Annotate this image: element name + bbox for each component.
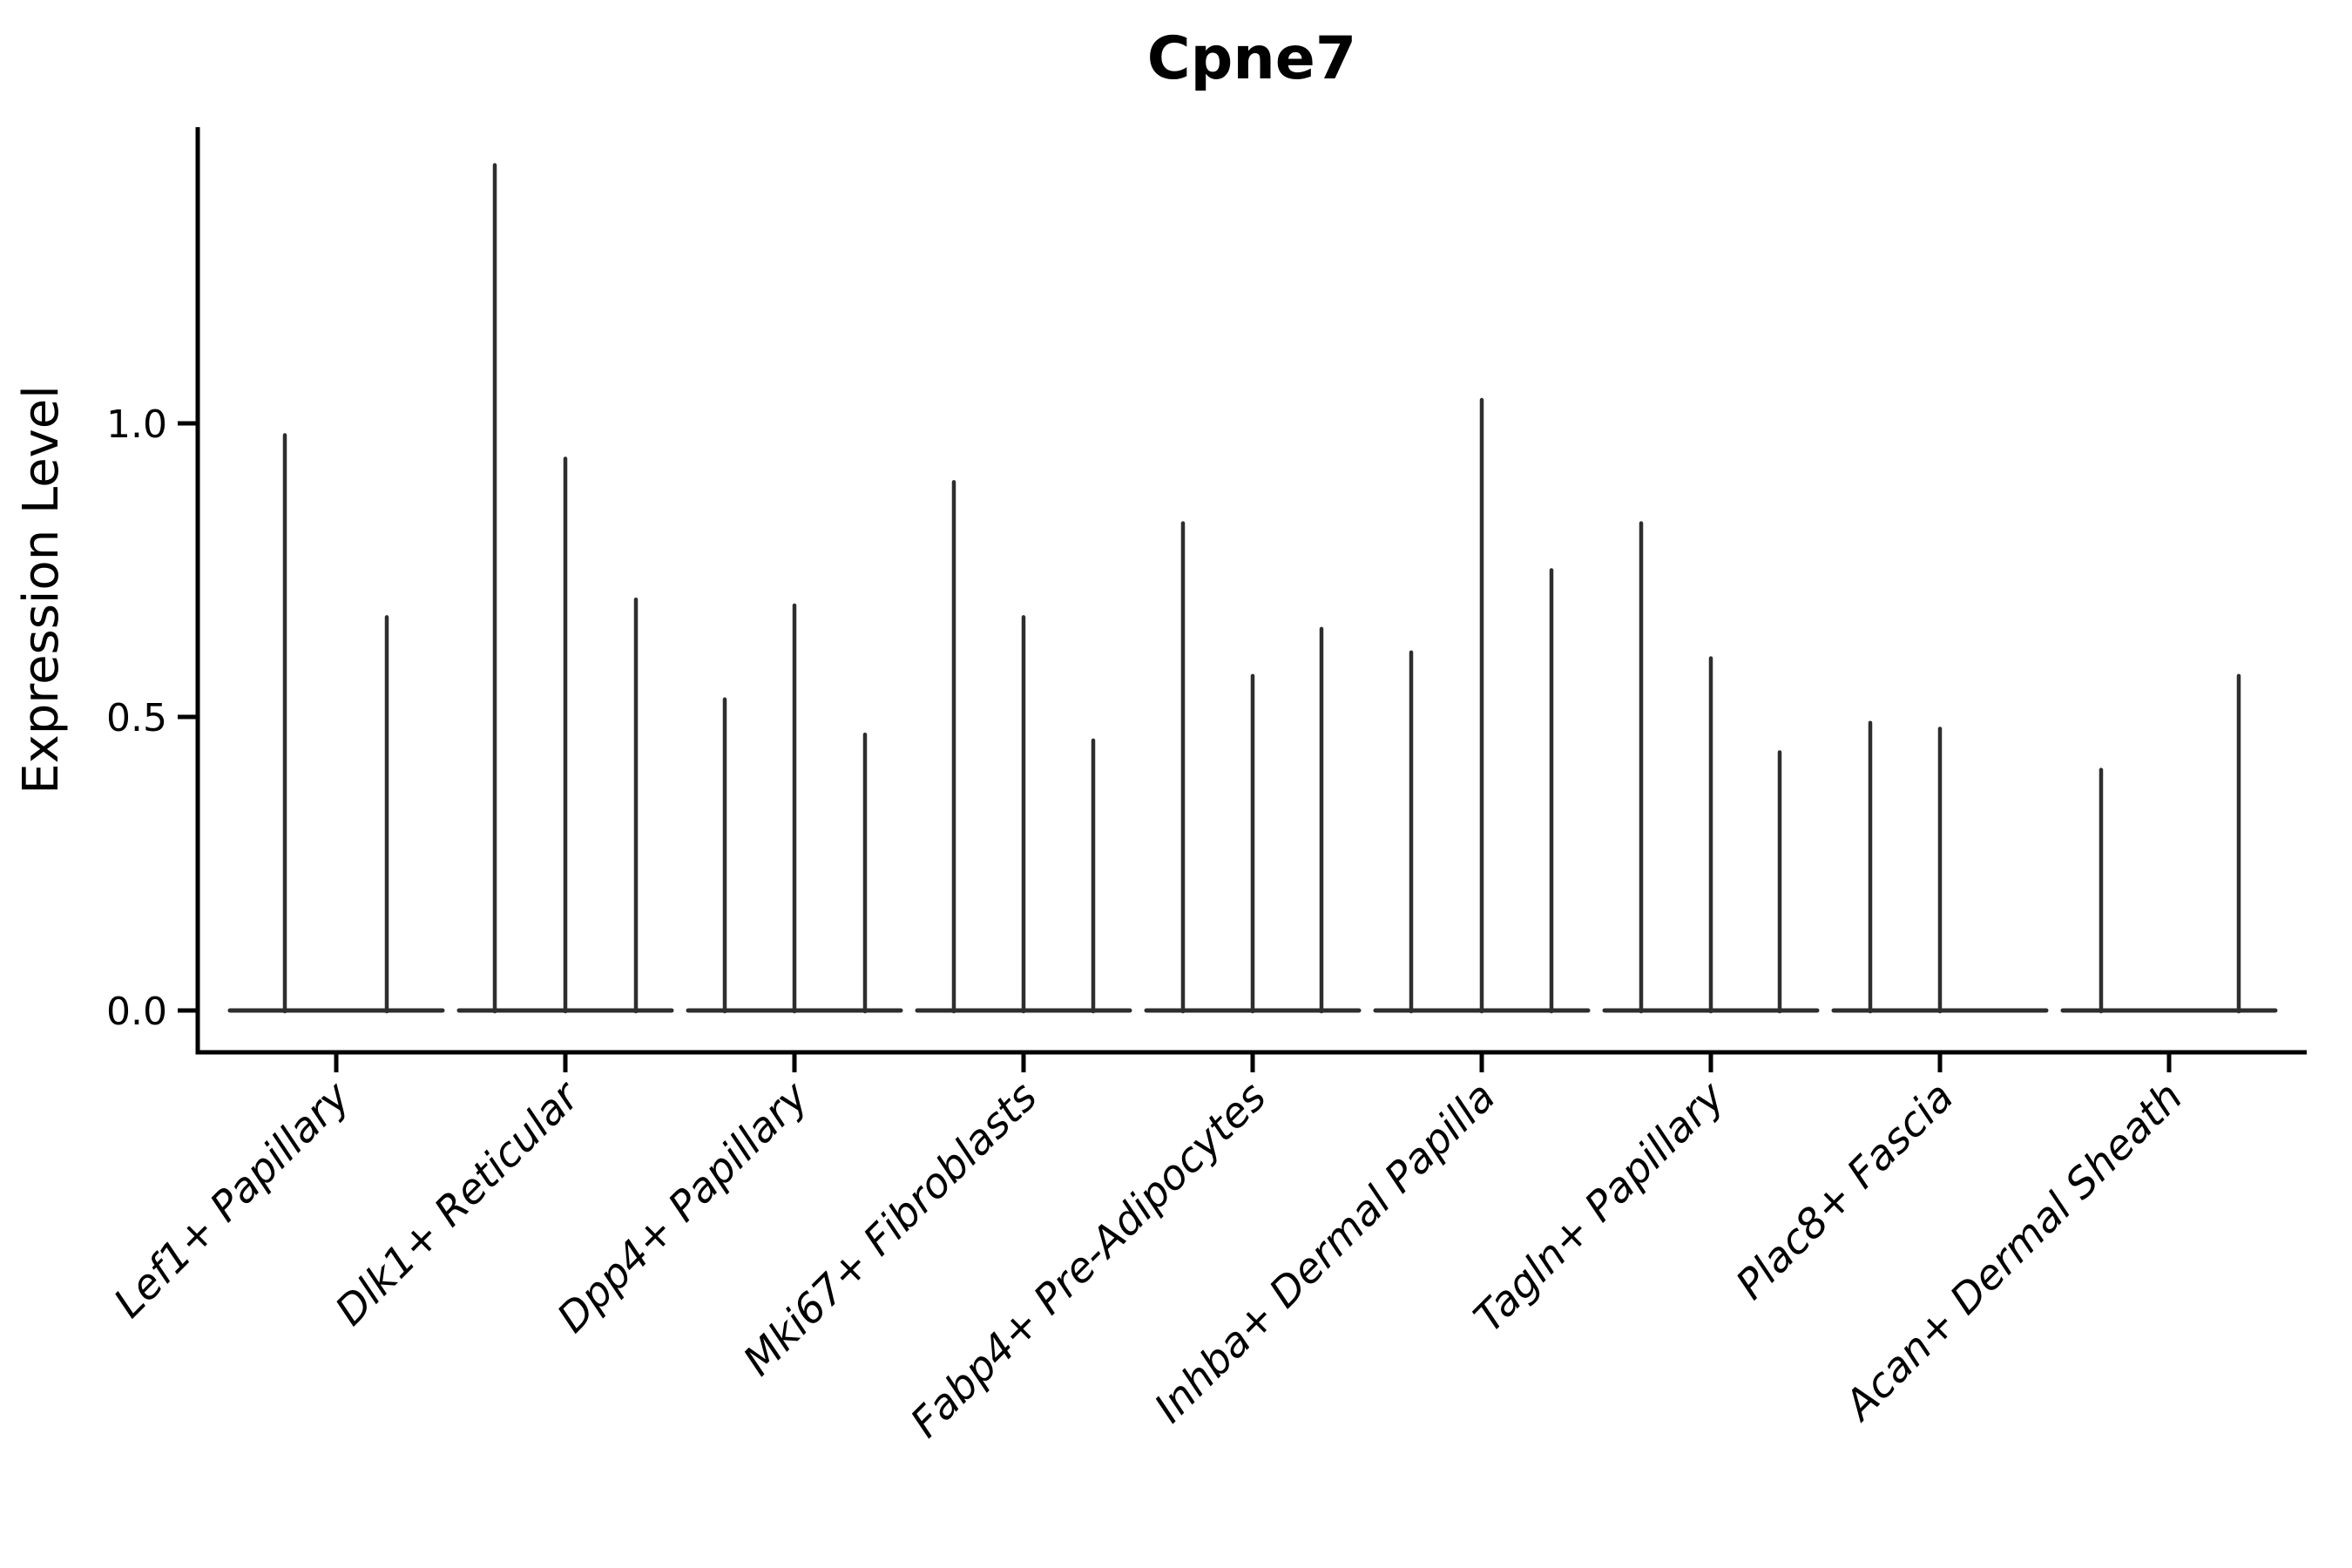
x-tick-label: Lef1+ Papillary <box>105 1072 360 1328</box>
y-axis-label: Expression Level <box>13 385 70 794</box>
x-tick-label: Dpp4+ Papillary <box>548 1072 818 1342</box>
x-tick-label: Dlk1+ Reticular <box>327 1071 591 1335</box>
y-tick-label: 1.0 <box>106 402 167 447</box>
x-tick-label: Tagln+ Papillary <box>1465 1072 1735 1342</box>
y-tick-label: 0.5 <box>106 696 167 740</box>
y-tick-label: 0.0 <box>106 990 167 1034</box>
x-tick-label: Plac8+ Fascia <box>1727 1073 1963 1309</box>
chart-title: Cpne7 <box>1147 24 1356 93</box>
